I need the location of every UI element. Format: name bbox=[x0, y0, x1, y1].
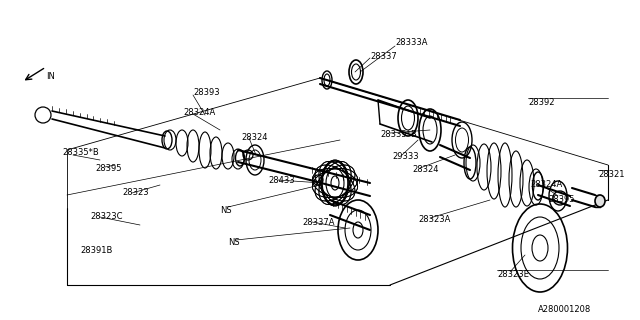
Text: 28323: 28323 bbox=[122, 188, 148, 197]
Text: 28335*B: 28335*B bbox=[62, 148, 99, 157]
Text: 28391B: 28391B bbox=[80, 246, 113, 255]
Text: 28335*B: 28335*B bbox=[380, 130, 417, 139]
Text: 28323C: 28323C bbox=[90, 212, 122, 221]
Text: 29333: 29333 bbox=[392, 152, 419, 161]
Text: 28323E: 28323E bbox=[497, 270, 529, 279]
Text: 28324A: 28324A bbox=[530, 180, 563, 189]
Text: 28324A: 28324A bbox=[183, 108, 215, 117]
Ellipse shape bbox=[595, 195, 605, 207]
Text: A280001208: A280001208 bbox=[538, 305, 591, 314]
Text: 28324: 28324 bbox=[241, 133, 268, 142]
Text: 28323A: 28323A bbox=[418, 215, 451, 224]
Text: 28433: 28433 bbox=[268, 176, 294, 185]
Text: 28395: 28395 bbox=[548, 195, 575, 204]
Text: IN: IN bbox=[46, 72, 55, 81]
Text: 28321: 28321 bbox=[598, 170, 625, 179]
Text: 28337: 28337 bbox=[370, 52, 397, 61]
Text: NS: NS bbox=[228, 238, 239, 247]
Text: 28393: 28393 bbox=[193, 88, 220, 97]
Text: 28392: 28392 bbox=[528, 98, 554, 107]
Text: 28324: 28324 bbox=[412, 165, 438, 174]
Text: NS: NS bbox=[220, 206, 232, 215]
Text: 28337A: 28337A bbox=[302, 218, 335, 227]
Text: 28333A: 28333A bbox=[395, 38, 428, 47]
Text: 28395: 28395 bbox=[95, 164, 122, 173]
